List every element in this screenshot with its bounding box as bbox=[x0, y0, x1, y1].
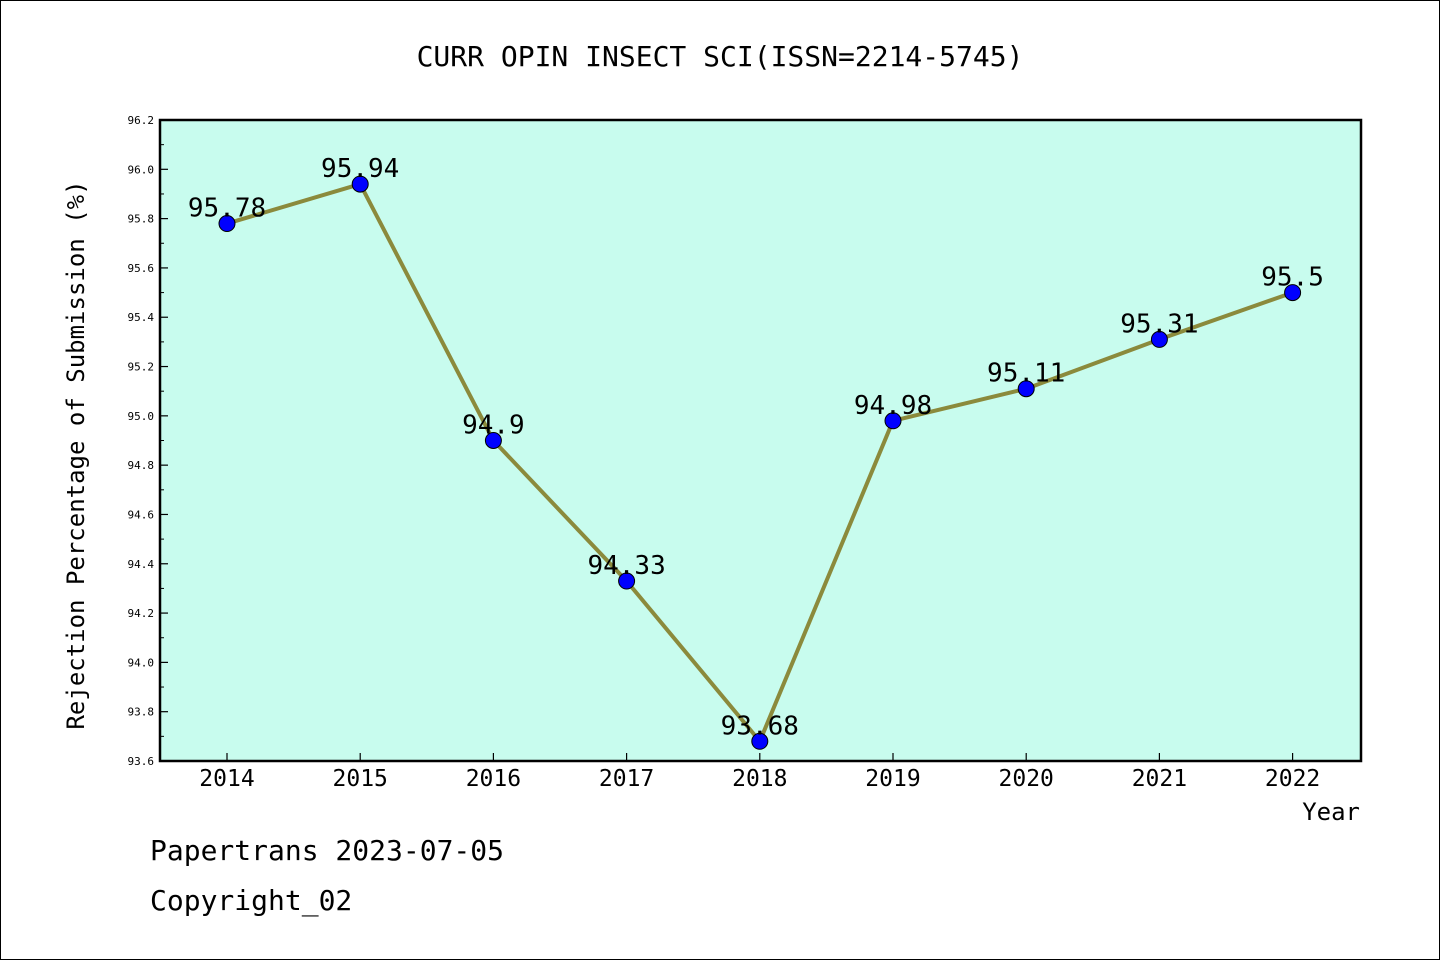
y-axis-label: Rejection Percentage of Submission (%) bbox=[62, 180, 90, 729]
data-point-2014 bbox=[218, 215, 236, 233]
x-tick-label: 2018 bbox=[732, 766, 787, 792]
x-tick-label: 2020 bbox=[999, 766, 1054, 792]
x-tick-label: 2021 bbox=[1132, 766, 1187, 792]
y-tick-label: 93.6 bbox=[128, 755, 155, 768]
y-tick-label: 95.6 bbox=[128, 262, 155, 275]
y-tick-label: 95.0 bbox=[128, 410, 155, 423]
series-layer: 95.78 95.94 94.9 94.33 93.68 94.98 95.11 95.31 9… bbox=[188, 154, 1324, 750]
data-point-2019 bbox=[884, 412, 902, 430]
data-point-2018 bbox=[751, 732, 769, 750]
data-label-2021: 95.31 bbox=[1120, 309, 1198, 339]
data-label-2018: 93.68 bbox=[721, 711, 799, 741]
y-tick-label: 94.6 bbox=[128, 508, 155, 521]
data-label-2022: 95.5 bbox=[1261, 263, 1324, 293]
y-tick-label: 94.0 bbox=[128, 656, 155, 669]
y-tick-label: 95.2 bbox=[128, 361, 155, 374]
footer-copyright: Copyright_02 bbox=[150, 884, 353, 917]
x-tick-label: 2022 bbox=[1265, 766, 1320, 792]
data-point-2016 bbox=[484, 432, 502, 449]
y-tick-label: 96.2 bbox=[128, 114, 155, 127]
y-tick-label: 95.8 bbox=[128, 213, 155, 226]
data-point-2020 bbox=[1017, 380, 1035, 398]
footer-credit: Papertrans 2023-07-05 bbox=[150, 834, 505, 867]
x-tick-label: 2016 bbox=[466, 766, 521, 792]
x-axis-label: Year bbox=[1302, 798, 1360, 826]
x-axis: 2014 2015 2016 2017 2018 2019 2020 2021 2022 bbox=[199, 753, 1320, 792]
data-label-2019: 94.98 bbox=[854, 391, 932, 421]
plot-area bbox=[158, 118, 1363, 763]
data-label-2014: 95.78 bbox=[188, 194, 266, 224]
chart-title: CURR OPIN INSECT SCI(ISSN=2214-5745) bbox=[417, 40, 1024, 73]
data-label-2017: 94.33 bbox=[587, 551, 665, 581]
data-point-2017 bbox=[618, 572, 636, 590]
y-tick-label: 95.4 bbox=[128, 311, 155, 324]
data-label-2016: 94.9 bbox=[462, 411, 525, 441]
data-label-2015: 95.94 bbox=[321, 154, 399, 184]
y-tick-label: 96.0 bbox=[128, 163, 155, 176]
x-tick-label: 2019 bbox=[865, 766, 920, 792]
x-tick-label: 2015 bbox=[333, 766, 388, 792]
data-label-2020: 95.11 bbox=[987, 359, 1065, 389]
y-tick-label: 94.8 bbox=[128, 459, 155, 472]
data-point-2015 bbox=[351, 175, 369, 193]
y-tick-label: 93.8 bbox=[128, 706, 155, 719]
data-point-2022 bbox=[1284, 284, 1302, 302]
y-tick-label: 94.4 bbox=[128, 558, 155, 571]
y-tick-label: 94.2 bbox=[128, 607, 155, 620]
data-point-2021 bbox=[1150, 330, 1168, 348]
x-tick-label: 2014 bbox=[199, 766, 254, 792]
x-tick-label: 2017 bbox=[599, 766, 654, 792]
y-axis: 93.6 93.8 94.0 94.2 94.4 94.6 94.8 95.0 95.2 95.4… bbox=[128, 114, 168, 768]
